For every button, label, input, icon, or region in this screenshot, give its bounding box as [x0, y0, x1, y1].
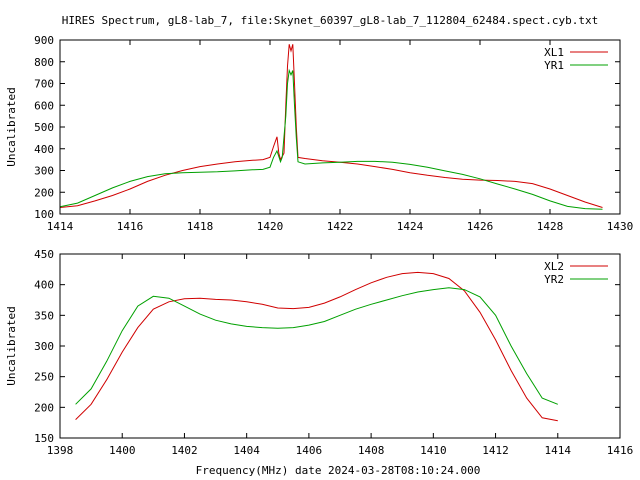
- y-tick-label: 350: [34, 309, 54, 322]
- x-tick-label: 1400: [109, 444, 136, 457]
- x-tick-label: 1402: [171, 444, 198, 457]
- y-tick-label: 500: [34, 121, 54, 134]
- top-panel: 1414 1416 1418 1420 1422 1424 1426 1428 1430 100 2…: [5, 34, 633, 233]
- y-axis-label: Uncalibrated: [5, 306, 18, 385]
- plot-frame: [59, 39, 621, 215]
- x-tick-label: 1414: [545, 444, 572, 457]
- legend-label: XL1: [544, 46, 564, 59]
- x-tick-label: 1418: [187, 220, 214, 233]
- x-tick-label: 1416: [607, 444, 634, 457]
- series-line-yr2: [75, 287, 558, 405]
- x-tick-label: 1428: [537, 220, 564, 233]
- y-tick-label: 400: [34, 143, 54, 156]
- plot-frame: [59, 253, 621, 439]
- bottom-panel: 1398 1400 1402 1404 1406 1408 1410 1412 1414 1416…: [5, 248, 633, 457]
- y-tick-label: 600: [34, 99, 54, 112]
- y-tick-label: 300: [34, 340, 54, 353]
- y-tick-label: 700: [34, 78, 54, 91]
- x-tick-label: 1410: [420, 444, 447, 457]
- legend-label: YR2: [544, 273, 564, 286]
- y-tick-label: 200: [34, 186, 54, 199]
- x-tick-label: 1404: [233, 444, 260, 457]
- y-tick-label: 800: [34, 56, 54, 69]
- y-tick-label: 450: [34, 248, 54, 261]
- x-tick-label: 1426: [467, 220, 494, 233]
- y-axis-label: Uncalibrated: [5, 87, 18, 166]
- y-tick-label: 150: [34, 432, 54, 445]
- y-tick-label: 100: [34, 208, 54, 221]
- x-tick-label: 1420: [257, 220, 284, 233]
- footer-label: Frequency(MHz) date 2024-03-28T08:10:24.…: [196, 464, 481, 477]
- x-tick-label: 1408: [358, 444, 385, 457]
- y-tick-label: 300: [34, 165, 54, 178]
- series-line-xl1: [59, 44, 603, 208]
- y-tick-label: 400: [34, 279, 54, 292]
- x-tick-label: 1398: [47, 444, 74, 457]
- y-tick-label: 900: [34, 34, 54, 47]
- x-tick-label: 1422: [327, 220, 354, 233]
- legend-label: XL2: [544, 260, 564, 273]
- x-tick-label: 1412: [482, 444, 509, 457]
- legend-label: YR1: [544, 59, 564, 72]
- series-line-xl2: [75, 271, 558, 422]
- x-tick-label: 1414: [47, 220, 74, 233]
- chart-title: HIRES Spectrum, gL8-lab_7, file:Skynet_6…: [62, 14, 598, 27]
- series-line-yr1: [59, 68, 603, 210]
- x-tick-label: 1406: [296, 444, 323, 457]
- x-tick-label: 1430: [607, 220, 634, 233]
- y-tick-label: 200: [34, 401, 54, 414]
- y-tick-label: 250: [34, 371, 54, 384]
- x-tick-label: 1416: [117, 220, 144, 233]
- x-tick-label: 1424: [397, 220, 424, 233]
